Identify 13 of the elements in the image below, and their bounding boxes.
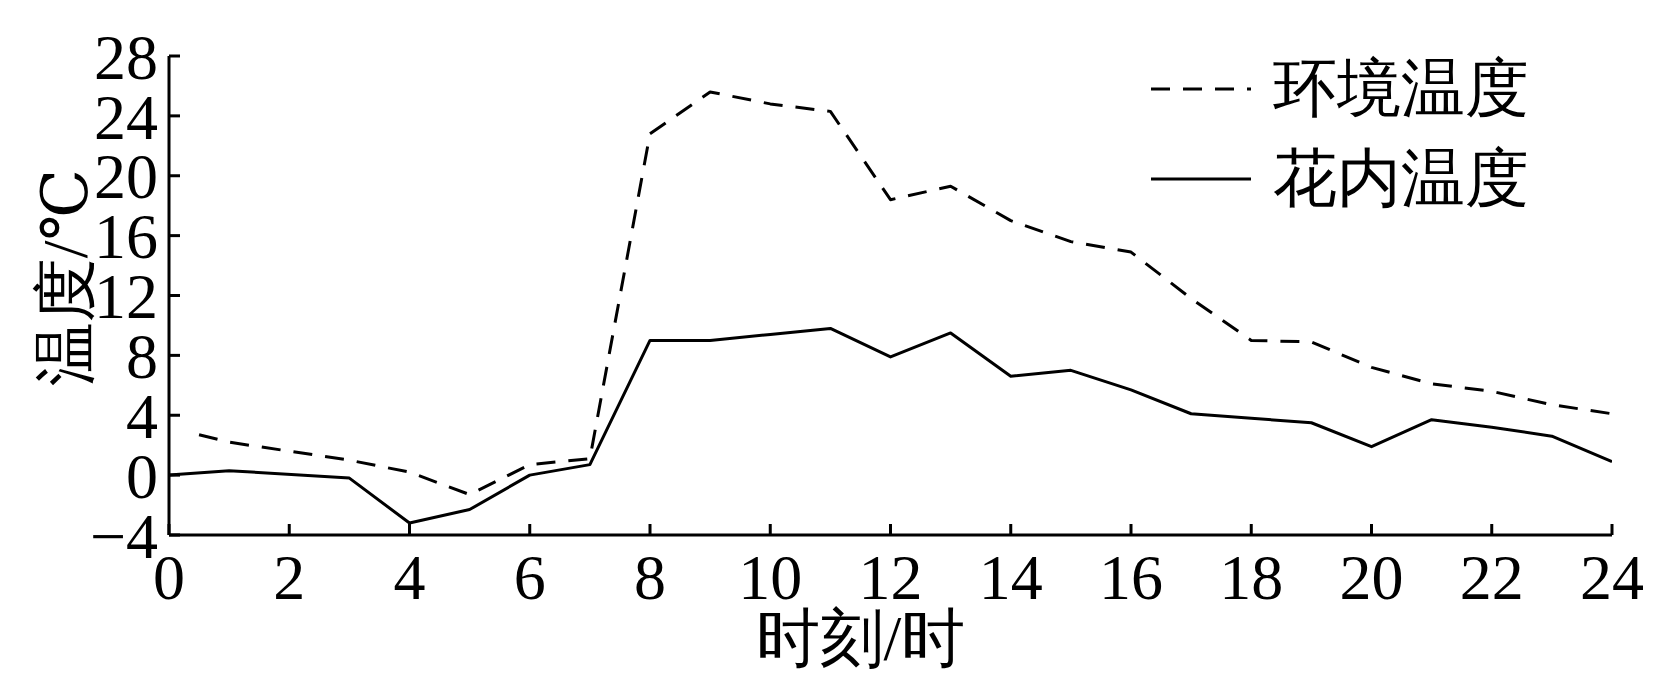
legend-label: 花内温度 — [1273, 143, 1529, 214]
x-tick-label: 14 — [978, 542, 1043, 614]
x-tick-label: 4 — [393, 542, 426, 614]
x-tick-label: 2 — [273, 542, 306, 614]
x-tick-label: 8 — [634, 542, 666, 614]
legend-label: 环境温度 — [1273, 53, 1529, 124]
x-tick-label: 22 — [1459, 542, 1524, 614]
x-tick-label: 16 — [1099, 542, 1163, 614]
x-tick-label: 10 — [738, 542, 803, 614]
x-tick-label: 6 — [513, 542, 546, 614]
x-tick-label: 18 — [1219, 542, 1284, 614]
x-tick-label: 24 — [1580, 542, 1644, 614]
x-tick-label: 20 — [1339, 542, 1404, 614]
